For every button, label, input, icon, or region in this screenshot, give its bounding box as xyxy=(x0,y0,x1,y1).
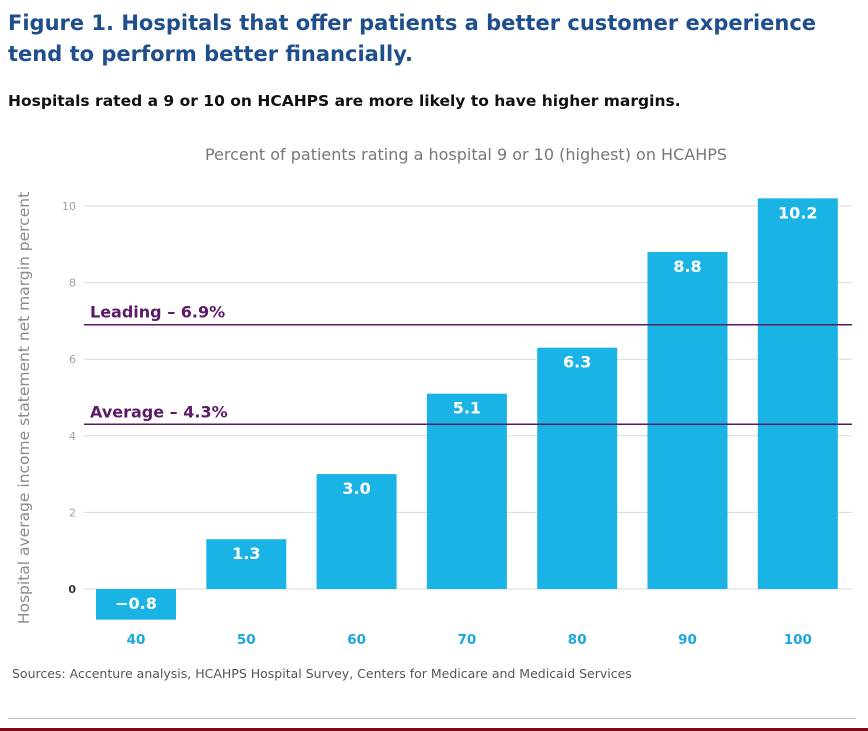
x-tick-label: 60 xyxy=(347,632,366,648)
bar-value-label: 6.3 xyxy=(563,353,591,372)
bar xyxy=(647,251,728,589)
x-tick-label: 80 xyxy=(568,632,587,648)
y-tick-label: 4 xyxy=(69,430,76,443)
x-tick-label: 40 xyxy=(127,632,146,648)
figure-subtitle: Hospitals rated a 9 or 10 on HCAHPS are … xyxy=(8,92,681,110)
bar-value-label: 5.1 xyxy=(453,399,481,418)
bar-value-label: 1.3 xyxy=(232,544,260,563)
y-tick-label: 8 xyxy=(69,277,76,290)
bar-value-label: −0.8 xyxy=(115,594,157,613)
bar xyxy=(316,474,397,589)
bar-value-label: 3.0 xyxy=(342,479,370,498)
bar-value-label: 10.2 xyxy=(778,203,817,222)
bar-value-label: 8.8 xyxy=(673,257,701,276)
x-tick-labels: 40 50 60 70 80 90 100 xyxy=(127,632,812,648)
reference-line-label: Leading – 6.9% xyxy=(90,303,225,322)
footer-accent-bar xyxy=(0,728,868,731)
bar-chart: Percent of patients rating a hospital 9 … xyxy=(15,145,852,648)
reference-line-label: Average – 4.3% xyxy=(90,402,228,421)
sources-note: Sources: Accenture analysis, HCAHPS Hosp… xyxy=(12,666,632,681)
bar xyxy=(96,589,176,620)
y-tick-label: 6 xyxy=(69,353,76,366)
y-axis-label: Hospital average income statement net ma… xyxy=(15,192,33,624)
footer-divider xyxy=(8,718,856,719)
y-tick-label: 10 xyxy=(62,200,76,213)
reference-lines: Leading – 6.9% Average – 4.3% xyxy=(84,303,852,426)
x-tick-label: 100 xyxy=(784,632,812,648)
y-tick-labels: 0 2 4 6 8 10 xyxy=(62,200,76,596)
x-tick-label: 90 xyxy=(678,632,697,648)
bar xyxy=(757,198,838,589)
y-tick-label: 0 xyxy=(68,583,76,596)
bars: −0.8 1.3 3.0 5.1 6.3 8.8 10.2 xyxy=(96,198,838,620)
x-tick-label: 50 xyxy=(237,632,256,648)
bar xyxy=(426,393,507,589)
y-tick-label: 2 xyxy=(69,506,76,519)
bar xyxy=(537,347,618,589)
x-tick-label: 70 xyxy=(458,632,477,648)
chart-title: Percent of patients rating a hospital 9 … xyxy=(205,145,727,164)
figure-title: Figure 1. Hospitals that offer patients … xyxy=(8,11,817,66)
bar xyxy=(206,539,287,589)
